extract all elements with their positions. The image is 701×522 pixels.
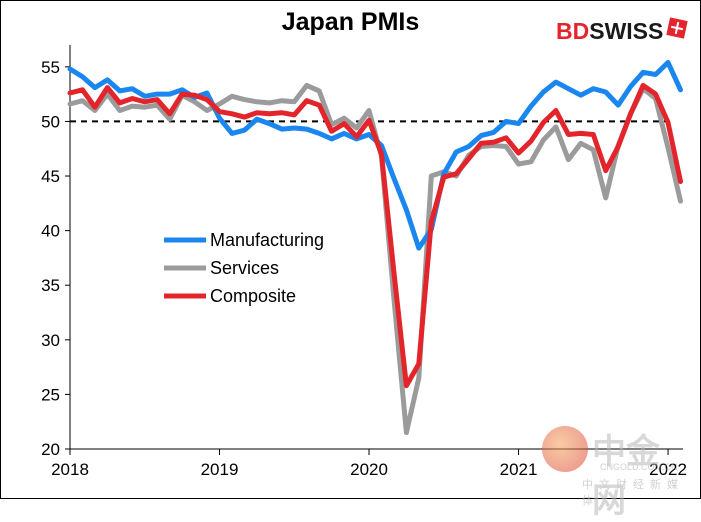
y-tick-label: 50 bbox=[41, 112, 60, 131]
legend-label-composite: Composite bbox=[210, 286, 296, 306]
y-tick-label: 40 bbox=[41, 222, 60, 241]
watermark-sub-text: 中文财经新媒体 bbox=[582, 478, 684, 507]
chart-title: Japan PMIs bbox=[281, 8, 420, 36]
chart-frame bbox=[0, 0, 701, 499]
cngold-logo-icon bbox=[542, 426, 588, 472]
x-tick-label: 2021 bbox=[500, 460, 538, 479]
x-tick-label: 2020 bbox=[350, 460, 388, 479]
series-line-composite bbox=[67, 82, 683, 389]
axes: 20 25 30 35 40 45 50 55 2018 2019 2020 2021 2022 bbox=[41, 45, 687, 479]
legend: Manufacturing Services Composite bbox=[164, 230, 324, 306]
cngold-watermark: 中金网 CNGOLD.COM.CN 中文财经新媒体 bbox=[542, 424, 692, 521]
series-lines bbox=[67, 60, 683, 436]
y-tick-label: 25 bbox=[41, 385, 60, 404]
watermark-domain-text: CNGOLD.COM.CN bbox=[600, 462, 678, 472]
bdswiss-logo: BDSWISS bbox=[556, 18, 663, 45]
y-tick-label: 45 bbox=[41, 167, 60, 186]
x-tick-label: 2022 bbox=[649, 460, 687, 479]
x-tick-label: 2018 bbox=[51, 460, 89, 479]
brand-bd-text: BD bbox=[556, 18, 590, 44]
y-tick-label: 55 bbox=[41, 58, 60, 77]
y-tick-label: 20 bbox=[41, 440, 60, 459]
legend-label-manufacturing: Manufacturing bbox=[210, 230, 324, 250]
series-line-manufacturing bbox=[67, 60, 683, 251]
y-tick-label: 35 bbox=[41, 276, 60, 295]
brand-swiss-text: SWISS bbox=[589, 18, 664, 44]
x-tick-label: 2019 bbox=[201, 460, 239, 479]
legend-label-services: Services bbox=[210, 258, 279, 278]
line-chart: 20 25 30 35 40 45 50 55 2018 2019 2020 2021 2022 Man… bbox=[41, 45, 687, 479]
y-tick-label: 30 bbox=[41, 331, 60, 350]
